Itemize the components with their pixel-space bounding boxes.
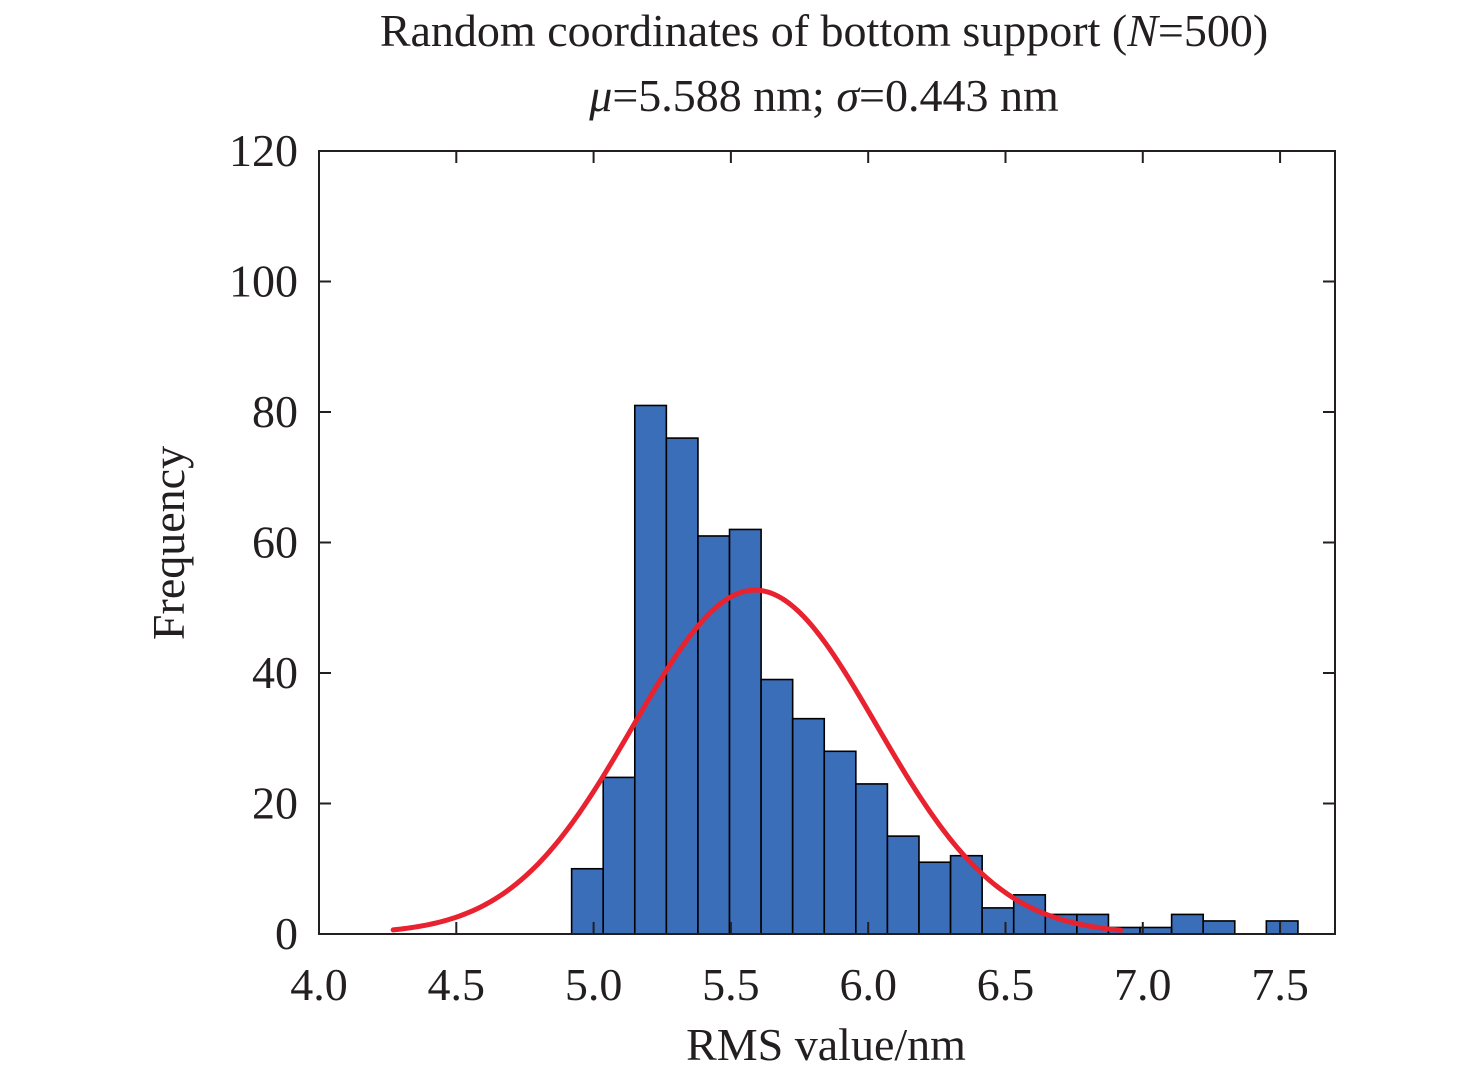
- axis-ticks: [318, 150, 1335, 935]
- histogram-bar: [570, 867, 605, 935]
- y-tick-label: 20: [252, 778, 298, 829]
- histogram-bar: [981, 907, 1015, 935]
- histogram-bar: [823, 750, 857, 935]
- histogram-bar: [602, 776, 636, 935]
- x-tick-label: 7.5: [1251, 959, 1309, 1010]
- normal-fit-curve: [390, 587, 1124, 933]
- histogram-bars: [570, 404, 1299, 935]
- x-tick-label: 4.5: [428, 959, 486, 1010]
- x-tick-label: 4.0: [290, 959, 348, 1010]
- histogram-bar: [665, 437, 699, 935]
- y-tick-label: 60: [252, 517, 298, 568]
- histogram-bar: [855, 783, 889, 935]
- y-tick-label: 80: [252, 386, 298, 437]
- y-tick-label: 40: [252, 647, 298, 698]
- x-tick-labels: 4.0 4.5 5.0 5.5 6.0 6.5 7.0 7.5: [290, 959, 1309, 1010]
- x-tick-label: 6.0: [839, 959, 897, 1010]
- x-tick-label: 5.0: [565, 959, 623, 1010]
- y-tick-label: 120: [229, 125, 298, 176]
- x-axis-label: RMS value/nm: [686, 1019, 966, 1070]
- histogram-bar: [1265, 920, 1299, 935]
- histogram-bar: [886, 835, 920, 935]
- y-tick-label: 0: [275, 908, 298, 959]
- histogram-bar: [633, 404, 668, 935]
- histogram-bar: [1170, 913, 1204, 935]
- y-tick-labels: 0 20 40 60 80 100 120: [229, 125, 298, 959]
- y-tick-label: 100: [229, 256, 298, 307]
- histogram-bar: [1202, 920, 1236, 935]
- y-axis-label: Frequency: [143, 446, 194, 640]
- histogram-bar: [791, 717, 826, 935]
- histogram-bar: [760, 678, 794, 935]
- x-tick-label: 6.5: [977, 959, 1035, 1010]
- x-tick-label: 5.5: [702, 959, 760, 1010]
- chart-subtitle: μ=5.588 nm; σ=0.443 nm: [588, 70, 1059, 121]
- chart-title: Random coordinates of bottom support (N=…: [380, 5, 1268, 56]
- x-tick-label: 7.0: [1114, 959, 1172, 1010]
- histogram-bar: [697, 535, 731, 935]
- histogram-bar: [918, 861, 952, 935]
